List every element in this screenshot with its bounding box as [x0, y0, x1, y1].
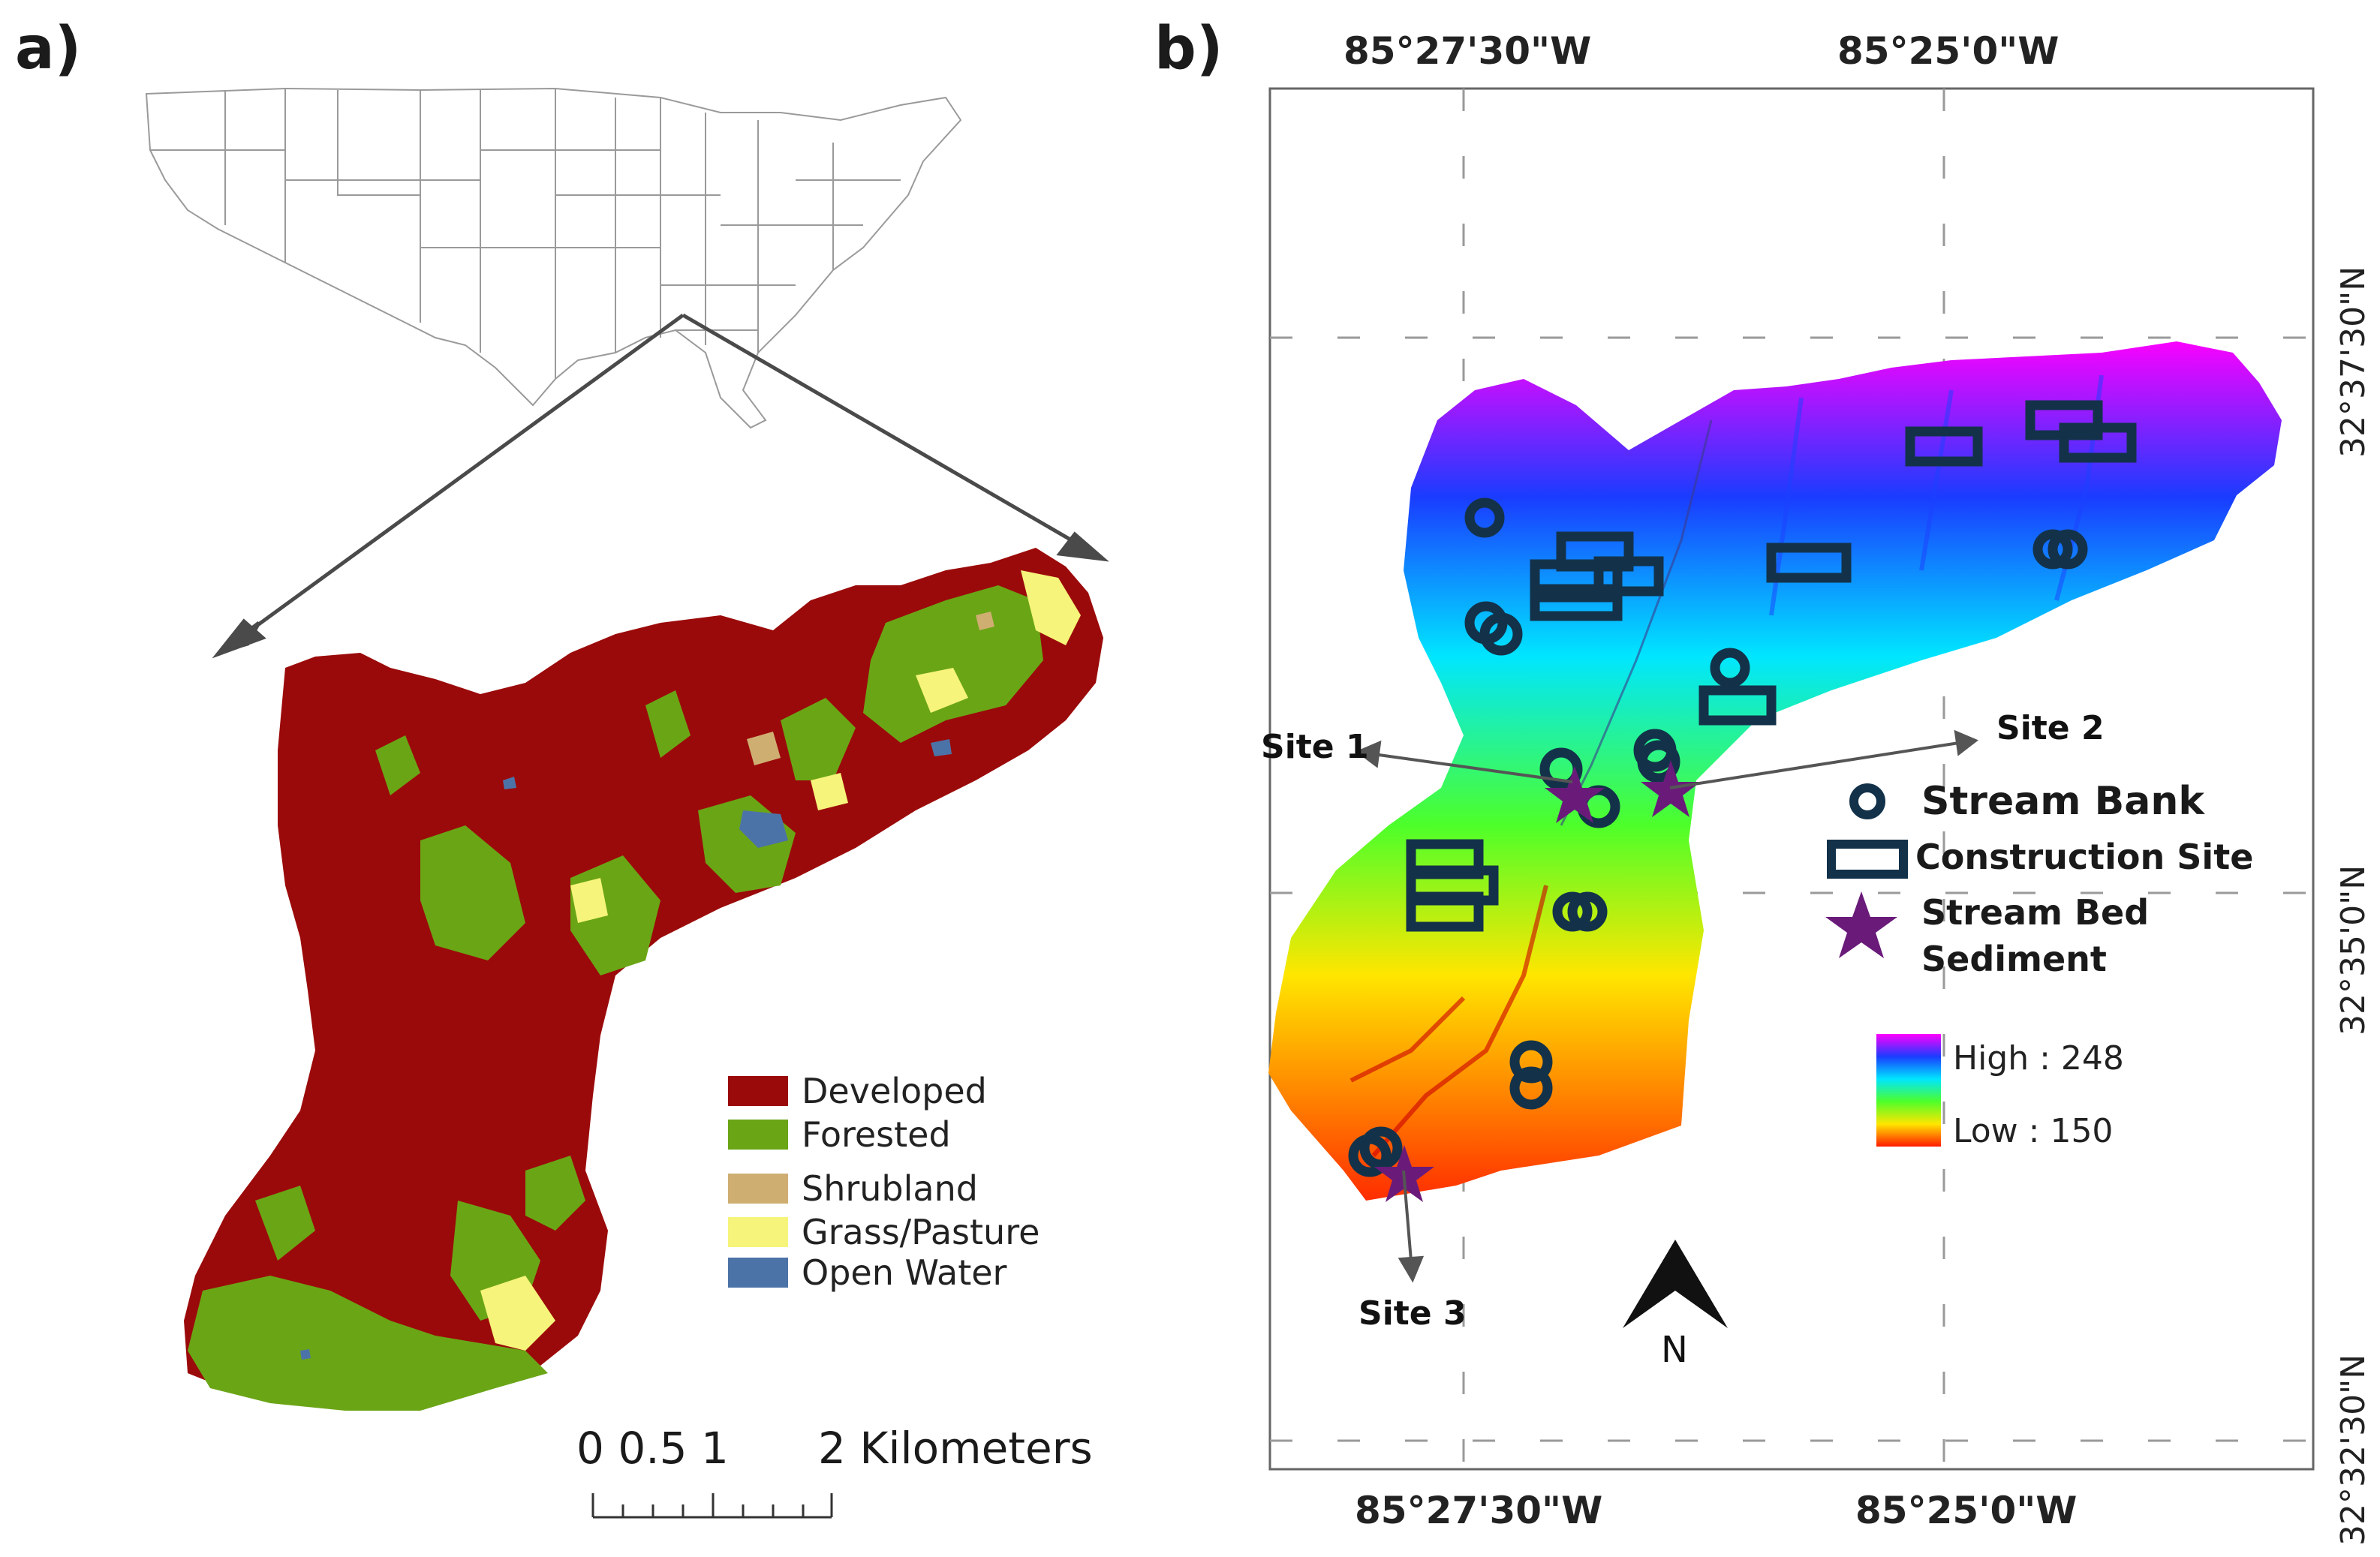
zoom-arrows	[212, 313, 1109, 659]
site-3-label: Site 3	[1358, 1294, 1467, 1333]
legend-construction-site-symbol	[1827, 840, 1908, 879]
legend-stream-bank-label: Stream Bank	[1921, 779, 2205, 824]
landcover-forested-patches	[188, 585, 1043, 1411]
right-lat-label-2: 32°35'0"N	[2334, 865, 2372, 1035]
bottom-lon-label-1: 85°27'30"W	[1355, 1489, 1602, 1532]
landcover-legend: Developed Forested Shrubland Grass/Pastu…	[728, 1071, 1040, 1293]
right-lat-label-1: 32°37'30"N	[2334, 266, 2372, 458]
panel-a: Developed Forested Shrubland Grass/Pastu…	[145, 87, 1109, 1519]
north-arrow: N	[1623, 1240, 1728, 1371]
elevation-high-label: High : 248	[1953, 1039, 2124, 1078]
panel-b-label: b)	[1154, 15, 1223, 83]
landcover-watershed-map	[184, 548, 1103, 1411]
panel-a-label: a)	[15, 15, 82, 83]
landcover-grass-pasture-patches	[480, 570, 1081, 1351]
bottom-lon-label-2: 85°25'0"W	[1855, 1489, 2077, 1532]
legend-swatch-grass-pasture	[728, 1217, 788, 1247]
top-lon-label-1: 85°27'30"W	[1343, 29, 1591, 73]
legend-label-developed: Developed	[802, 1071, 987, 1111]
legend-swatch-forested	[728, 1120, 788, 1150]
legend-swatch-shrubland	[728, 1174, 788, 1204]
legend-label-forested: Forested	[802, 1114, 951, 1155]
legend-swatch-open-water	[728, 1258, 788, 1288]
scale-bar-ticks-right: 2 Kilometers	[818, 1423, 1093, 1474]
north-arrow-icon	[1623, 1240, 1728, 1328]
legend-stream-bed-label-line1: Stream Bed	[1921, 892, 2149, 933]
landcover-open-water-patches	[300, 739, 952, 1360]
legend-label-open-water: Open Water	[802, 1252, 1007, 1293]
marker-legend: Stream Bank Construction Site Stream Bed…	[1825, 779, 2253, 979]
site-arrows	[1355, 729, 1978, 1283]
elevation-low-label: Low : 150	[1953, 1112, 2113, 1150]
legend-construction-site-label: Construction Site	[1915, 837, 2253, 877]
legend-label-grass-pasture: Grass/Pasture	[802, 1212, 1040, 1252]
scale-bar: 0 0.5 1 2 Kilometers	[576, 1423, 1093, 1519]
elevation-color-ramp	[1876, 1034, 1941, 1147]
site-1-label: Site 1	[1261, 728, 1369, 766]
stream-bank-markers	[1348, 497, 2088, 1177]
elevation-legend: High : 248 Low : 150	[1876, 1034, 2124, 1150]
construction-site-markers	[1406, 400, 2137, 932]
legend-stream-bed-star	[1825, 891, 1897, 958]
site-2-label: Site 2	[1996, 709, 2105, 747]
map-frame	[1268, 87, 2315, 1471]
north-arrow-label: N	[1661, 1329, 1688, 1371]
right-lat-label-3: 32°32'30"N	[2334, 1354, 2372, 1546]
star-site-1	[1545, 766, 1605, 823]
legend-label-shrubland: Shrubland	[802, 1168, 978, 1209]
legend-swatch-developed	[728, 1076, 788, 1106]
panel-b: Site 1 Site 2 Site 3 Stream Bank Constru…	[1261, 29, 2372, 1546]
top-lon-label-2: 85°25'0"W	[1837, 29, 2059, 73]
legend-stream-bed-label-line2: Sediment	[1921, 939, 2107, 979]
usa-outline-map	[145, 87, 962, 429]
landcover-shrubland-patches	[747, 612, 994, 765]
legend-stream-bank-symbol	[1849, 783, 1885, 819]
scale-bar-ticks-left: 0 0.5 1	[576, 1423, 729, 1474]
